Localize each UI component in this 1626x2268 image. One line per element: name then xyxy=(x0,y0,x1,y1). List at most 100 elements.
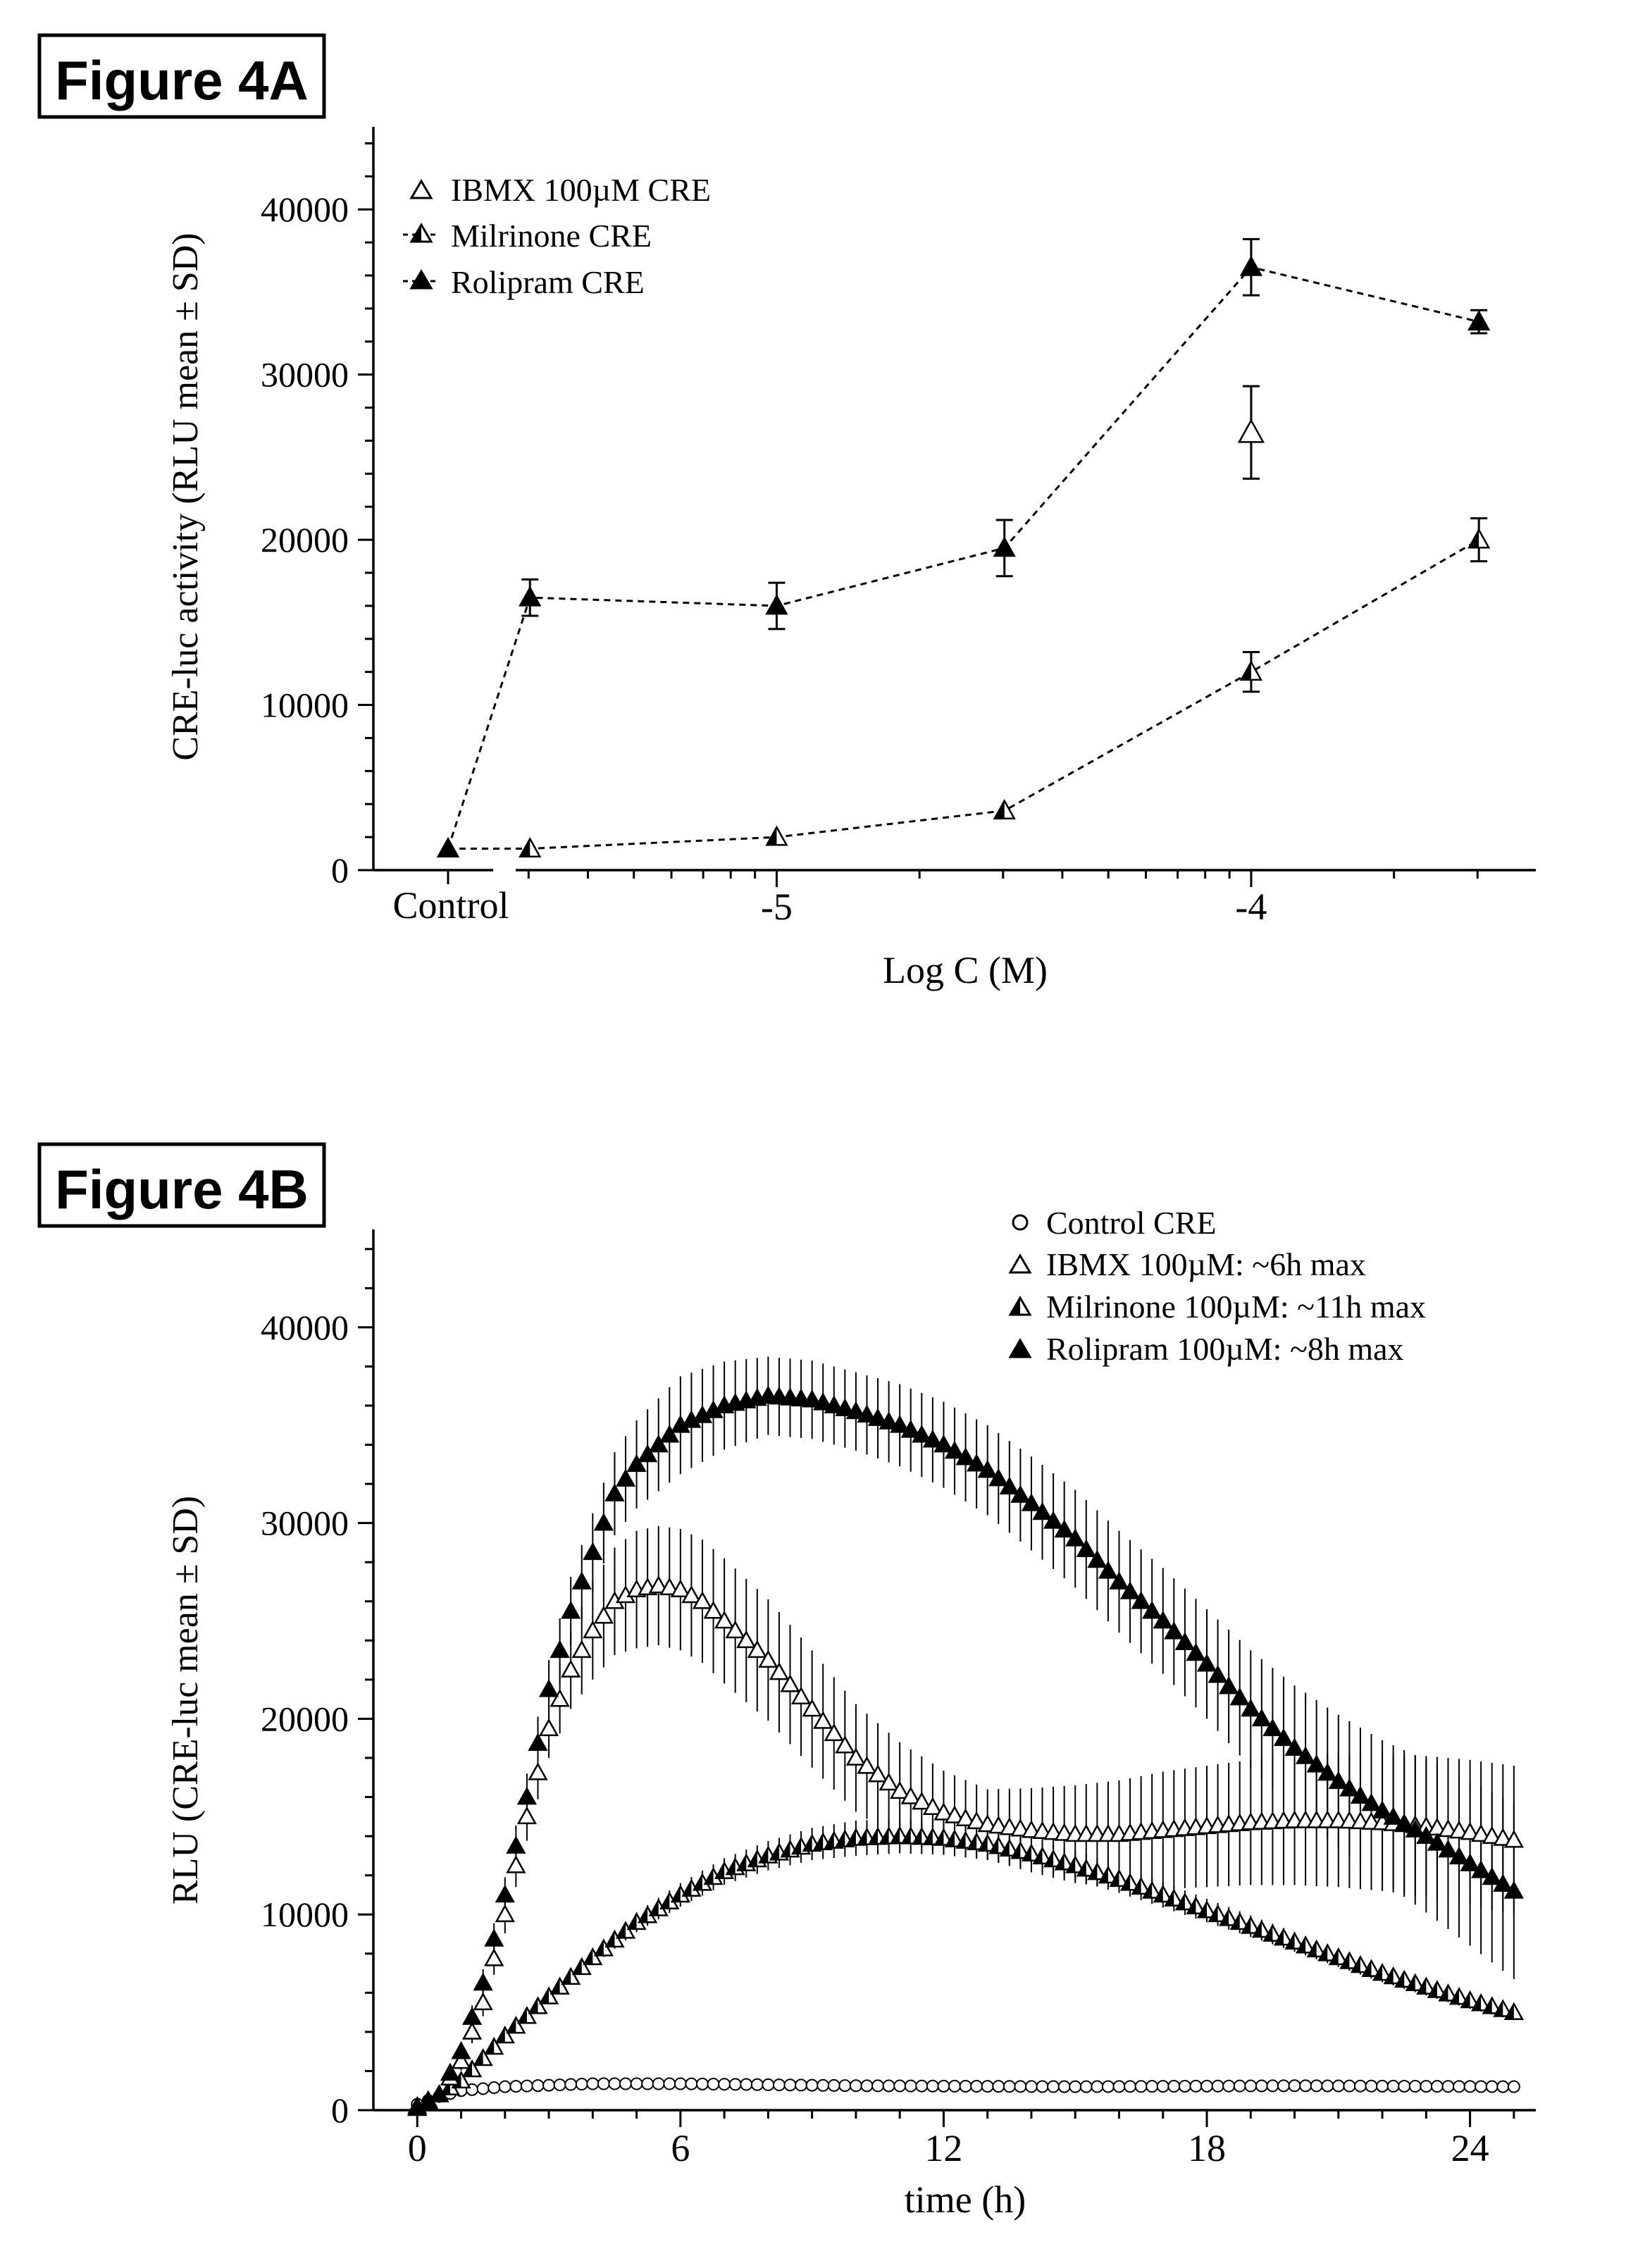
panel-b-point-half xyxy=(1493,1999,1513,2017)
panel-b-point-open-shape xyxy=(451,2050,471,2069)
panel-b-point-filled-shape xyxy=(1317,1762,1338,1781)
panel-b-label-box xyxy=(37,1142,326,1228)
panel-b-point-open-shape xyxy=(933,1802,954,1821)
panel-b-point-half-fill xyxy=(1363,1961,1372,1976)
panel-b-point-half xyxy=(1460,1990,1480,2009)
panel-b-point-half xyxy=(1131,1876,1151,1895)
panel-b-point-filled-shape xyxy=(1448,1846,1470,1865)
panel-b-point-filled xyxy=(528,1733,548,1752)
panel-b-point-half xyxy=(1306,1939,1327,1958)
panel-b-point-circle xyxy=(1024,2080,1038,2093)
panel-b-point-half-fill xyxy=(716,1863,725,1878)
panel-b-point-open xyxy=(736,1630,757,1649)
panel-b-point-circle xyxy=(740,2078,753,2091)
panel-b-point-filled xyxy=(1306,1754,1327,1773)
panel-b-point-filled-shape xyxy=(1098,1561,1119,1579)
panel-b-point-open-shape xyxy=(845,1747,867,1766)
panel-b-point-half-fill xyxy=(1242,1917,1251,1933)
panel-b-point-half-fill xyxy=(880,1828,889,1844)
panel-b-point-open-shape xyxy=(714,1610,735,1629)
panel-b-point-filled xyxy=(1076,1539,1096,1558)
panel-a-y-tick-label: 40000 xyxy=(261,190,349,229)
panel-b-point-half-fill xyxy=(1396,1971,1405,1987)
panel-b-point-half-fill xyxy=(705,1869,714,1885)
panel-b-point-filled xyxy=(1109,1571,1129,1590)
panel-b-point-half xyxy=(1087,1861,1107,1880)
panel-a-x-tick-label: -5 xyxy=(761,886,793,928)
panel-a-point-filled xyxy=(1467,310,1491,331)
panel-a-y-tick-label: 10000 xyxy=(261,686,349,725)
panel-b-point-half xyxy=(1196,1900,1217,1919)
panel-b-point-circle xyxy=(707,2078,720,2091)
panel-b-point-half xyxy=(473,2047,493,2066)
panel-b-point-open xyxy=(867,1764,888,1783)
panel-a-point-half xyxy=(765,825,788,846)
panel-b-point-filled xyxy=(561,1601,581,1619)
panel-b-point-filled xyxy=(604,1483,625,1501)
panel-b-point-open-shape xyxy=(824,1723,844,1742)
panel-b-point-filled xyxy=(845,1401,867,1420)
panel-b-point-filled xyxy=(1196,1654,1217,1672)
panel-b-legend-item-control: Control CRE xyxy=(1012,1205,1217,1241)
panel-b-point-filled xyxy=(1131,1591,1151,1609)
panel-b-point-half-fill xyxy=(781,1841,790,1857)
panel-b-label: Figure 4B xyxy=(55,1158,309,1220)
panel-b-point-half xyxy=(988,1836,1009,1854)
panel-b-point-filled xyxy=(593,1513,614,1531)
panel-a-label-box xyxy=(37,33,326,119)
panel-b-point-half-fill xyxy=(1274,1929,1284,1945)
panel-b-point-filled xyxy=(648,1434,669,1453)
panel-b-point-open-shape xyxy=(1010,1818,1031,1837)
panel-b-point-open-shape xyxy=(1460,1821,1480,1840)
panel-b-y-tick-label: 0 xyxy=(331,2090,349,2130)
panel-b-point-open-shape xyxy=(780,1674,800,1692)
panel-b-point-half-fill xyxy=(540,1988,550,2004)
panel-b-point-filled-shape xyxy=(1350,1785,1371,1804)
panel-b-point-filled-shape xyxy=(813,1392,833,1411)
panel-b-x-tick-label: 18 xyxy=(1188,2127,1226,2169)
panel-b-point-filled xyxy=(835,1398,855,1417)
panel-b-point-half xyxy=(1328,1947,1348,1966)
panel-b-point-half-fill xyxy=(1088,1864,1098,1880)
panel-b-point-half-fill xyxy=(814,1834,824,1849)
panel-b-point-half-fill xyxy=(1319,1945,1328,1961)
panel-b-point-half xyxy=(1119,1873,1141,1891)
panel-b-point-circle xyxy=(1353,2079,1367,2093)
panel-b-point-filled xyxy=(1087,1549,1107,1568)
panel-b-point-half-fill xyxy=(869,1828,879,1845)
panel-b-point-circle xyxy=(1069,2080,1082,2093)
panel-b-point-open xyxy=(1010,1818,1031,1837)
panel-b-point-filled xyxy=(506,1835,526,1854)
panel-b-point-filled xyxy=(1174,1632,1196,1650)
panel-b-point-filled-shape xyxy=(1361,1793,1382,1811)
panel-b-point-circle xyxy=(915,2079,929,2093)
panel-b-point-filled-shape xyxy=(638,1444,658,1463)
panel-b-point-open xyxy=(528,1762,548,1780)
panel-b-point-filled xyxy=(659,1425,680,1443)
panel-b-point-filled xyxy=(1142,1601,1162,1619)
panel-b-point-filled-shape xyxy=(1208,1665,1228,1683)
panel-b-point-open-shape xyxy=(769,1661,790,1680)
panel-b-point-circle xyxy=(1222,2079,1236,2093)
panel-b-point-open-shape xyxy=(900,1786,921,1804)
panel-b-point-filled xyxy=(516,1786,538,1805)
panel-b-point-circle xyxy=(1386,2079,1400,2093)
panel-b-point-filled-shape xyxy=(824,1395,844,1413)
panel-b-point-filled-shape xyxy=(1251,1708,1272,1727)
panel-b-point-circle xyxy=(1463,2080,1477,2093)
panel-b-point-half xyxy=(1098,1865,1119,1884)
panel-b-point-filled xyxy=(1328,1771,1348,1790)
panel-b-point-circle xyxy=(1146,2080,1159,2093)
panel-b-point-open xyxy=(451,2050,471,2069)
panel-b-point-open-shape xyxy=(571,1640,592,1659)
panel-b-point-open-shape xyxy=(473,1992,493,2011)
panel-b-point-half-fill xyxy=(1143,1882,1153,1898)
panel-b-point-filled xyxy=(615,1468,636,1487)
panel-b-point-circle xyxy=(498,2080,511,2093)
panel-a-legend-item-rolipram: Rolipram CRE xyxy=(403,264,645,300)
panel-b-point-filled-shape xyxy=(967,1454,987,1472)
panel-b-point-open xyxy=(648,1575,669,1594)
panel-b-point-half xyxy=(1174,1892,1196,1911)
panel-b-point-open-shape xyxy=(1493,1828,1513,1846)
panel-b-legend-label-milrinone: Milrinone 100µM: ~11h max xyxy=(1046,1289,1426,1325)
